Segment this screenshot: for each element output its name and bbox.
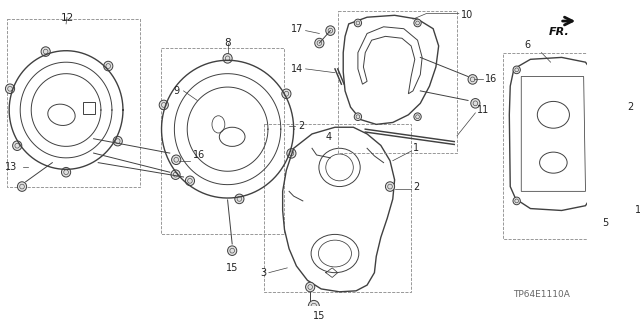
Text: 16: 16: [193, 150, 205, 160]
Circle shape: [282, 89, 291, 99]
Circle shape: [113, 136, 122, 146]
Bar: [338, 12, 457, 153]
Text: 10: 10: [461, 10, 473, 20]
Text: 1: 1: [413, 143, 419, 153]
Circle shape: [171, 170, 180, 180]
Bar: [7, 19, 140, 187]
Circle shape: [588, 66, 596, 74]
Circle shape: [41, 47, 51, 56]
Circle shape: [305, 282, 315, 292]
Text: 14: 14: [291, 64, 303, 74]
Text: 16: 16: [484, 75, 497, 84]
Bar: [503, 52, 604, 239]
Text: 9: 9: [173, 86, 180, 96]
Circle shape: [315, 38, 324, 48]
Text: 13: 13: [4, 163, 17, 172]
Circle shape: [17, 182, 27, 191]
Circle shape: [5, 84, 15, 93]
Text: 6: 6: [525, 40, 531, 50]
Circle shape: [308, 300, 319, 312]
Bar: [161, 48, 285, 234]
Circle shape: [385, 182, 395, 191]
Text: 2: 2: [413, 181, 419, 192]
Circle shape: [414, 113, 421, 121]
Text: FR.: FR.: [548, 27, 570, 37]
Circle shape: [61, 167, 70, 177]
Circle shape: [186, 176, 195, 186]
Text: 2: 2: [298, 121, 305, 131]
Circle shape: [223, 53, 232, 63]
Bar: [83, 102, 95, 114]
Text: 8: 8: [224, 38, 231, 48]
Circle shape: [172, 155, 180, 164]
Circle shape: [354, 113, 362, 121]
Text: 5: 5: [602, 218, 609, 228]
Circle shape: [513, 197, 520, 205]
Circle shape: [354, 19, 362, 27]
Circle shape: [287, 148, 296, 158]
Text: 15: 15: [635, 205, 640, 215]
Circle shape: [471, 99, 480, 108]
Text: 2: 2: [627, 102, 633, 112]
Circle shape: [104, 61, 113, 71]
Circle shape: [159, 100, 168, 110]
Circle shape: [614, 110, 623, 120]
Circle shape: [235, 194, 244, 204]
Circle shape: [414, 19, 421, 27]
Circle shape: [228, 246, 237, 255]
Text: 3: 3: [260, 268, 266, 278]
Circle shape: [326, 26, 335, 36]
Text: 17: 17: [291, 24, 303, 34]
Text: TP64E1110A: TP64E1110A: [513, 290, 570, 299]
Text: 15: 15: [226, 263, 238, 273]
Circle shape: [621, 202, 632, 213]
Text: 11: 11: [477, 105, 490, 115]
Bar: [264, 124, 411, 292]
Circle shape: [588, 197, 596, 205]
Text: 15: 15: [313, 311, 326, 320]
Circle shape: [13, 141, 22, 150]
Circle shape: [513, 66, 520, 74]
Circle shape: [468, 75, 477, 84]
Text: 12: 12: [60, 13, 74, 23]
Text: 4: 4: [326, 132, 332, 141]
